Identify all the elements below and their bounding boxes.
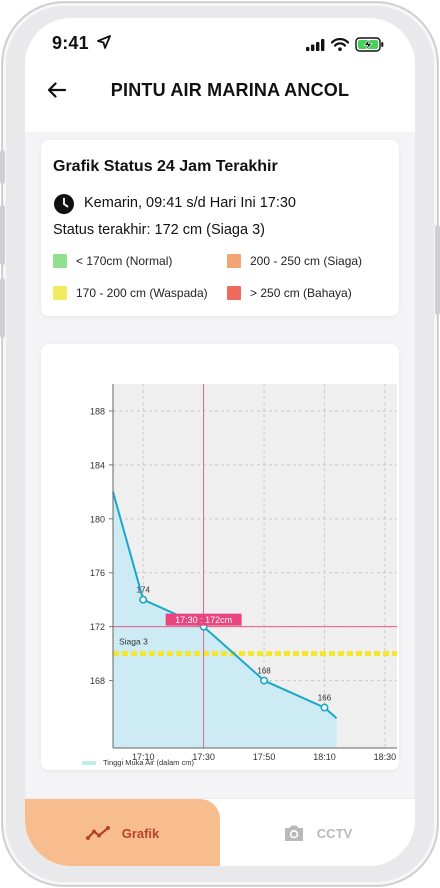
status-time: 9:41 [52, 33, 89, 53]
y-tick-label: 184 [90, 460, 105, 470]
water-level-line [112, 491, 338, 720]
legend-label-normal: < 170cm (Normal) [76, 254, 173, 268]
bottom-tab-bar: Grafik CCTV [25, 798, 415, 866]
card-heading: Grafik Status 24 Jam Terakhir [53, 158, 278, 175]
x-tick-label: 17:30 [192, 752, 215, 762]
x-tick-label: 17:10 [132, 752, 155, 762]
data-label: 166 [318, 694, 332, 703]
legend-item-waspada: 170 - 200 cm (Waspada) [53, 286, 208, 300]
tab-grafik[interactable]: Grafik [25, 799, 220, 866]
last-status: Status terakhir: 172 cm (Siaga 3) [53, 222, 265, 238]
app-header: PINTU AIR MARINA ANCOL [25, 68, 415, 132]
legend-swatch-water-level [82, 761, 96, 765]
chart-line-icon [85, 826, 110, 840]
legend-swatch-siaga [227, 254, 241, 268]
y-tick-label: 188 [90, 406, 105, 416]
y-tick-label: 180 [90, 514, 105, 524]
crosshair-tooltip-box [165, 613, 242, 626]
threshold-label: Siaga 3 [119, 637, 148, 647]
tab-grafik-label: Grafik [121, 825, 160, 841]
legend-item-normal: < 170cm (Normal) [53, 254, 172, 268]
status-info-card: Grafik Status 24 Jam Terakhir Kemarin, 0… [41, 140, 399, 316]
wifi-icon [331, 38, 349, 51]
volume-down-button [0, 278, 5, 338]
water-level-area [113, 491, 337, 748]
data-point [139, 595, 148, 604]
tab-cctv-label: CCTV [316, 825, 353, 841]
y-tick-label: 168 [90, 676, 105, 686]
tab-cctv[interactable]: CCTV [220, 799, 415, 866]
crosshair-tooltip-label: 17:30 : 172cm [175, 615, 232, 625]
x-tick-label: 18:30 [374, 752, 397, 762]
legend-label-siaga: 200 - 250 cm (Siaga) [250, 254, 363, 268]
legend-label-waspada: 170 - 200 cm (Waspada) [76, 286, 208, 300]
camera-icon [284, 825, 303, 841]
y-tick-label: 176 [90, 568, 105, 578]
legend-swatch-normal [53, 254, 67, 268]
legend-item-bahaya: > 250 cm (Bahaya) [227, 286, 352, 300]
data-point [320, 703, 329, 712]
location-arrow-icon [97, 35, 111, 49]
legend-item-siaga: 200 - 250 cm (Siaga) [227, 254, 362, 268]
signal-icon [306, 38, 325, 51]
status-icons [306, 37, 385, 52]
legend-swatch-waspada [53, 286, 67, 300]
status-bar: 9:41 [25, 18, 415, 68]
back-arrow-icon[interactable] [45, 78, 69, 102]
water-level-chart[interactable]: 188 184 180 176 172 168 17:10 17:30 17:50 18:10 18… [41, 344, 399, 770]
volume-up-button [0, 205, 5, 265]
power-button [435, 225, 440, 315]
data-label: 168 [257, 667, 271, 676]
data-label: 174 [137, 586, 151, 595]
data-point [260, 676, 269, 685]
mute-switch [0, 150, 5, 184]
y-tick-label: 172 [90, 622, 105, 632]
page-title: PINTU AIR MARINA ANCOL [110, 80, 350, 100]
legend-swatch-bahaya [227, 286, 241, 300]
battery-charging-icon [355, 37, 384, 52]
x-tick-label: 17:50 [253, 752, 276, 762]
chart-card: 188 184 180 176 172 168 17:10 17:30 17:50 18:10 18… [41, 344, 399, 770]
legend-label-water-level: Tinggi Muka Air (dalam cm) [103, 758, 194, 767]
x-tick-label: 18:10 [313, 752, 336, 762]
screen: 9:41 [25, 18, 415, 866]
clock-icon [54, 194, 74, 214]
time-range: Kemarin, 09:41 s/d Hari Ini 17:30 [84, 195, 296, 211]
legend-label-bahaya: > 250 cm (Bahaya) [250, 286, 352, 300]
